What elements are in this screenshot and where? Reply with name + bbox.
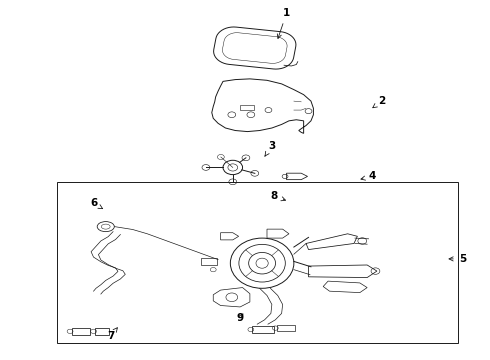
Text: 5: 5 [449,254,466,264]
Text: 4: 4 [361,171,376,181]
Text: 7: 7 [107,328,118,341]
Text: 9: 9 [237,313,244,323]
Bar [277,325,295,331]
Bar [57,182,458,343]
Bar [252,326,274,333]
Text: 2: 2 [373,96,386,108]
Text: 1: 1 [277,8,290,39]
Text: 8: 8 [270,191,286,201]
Bar [201,258,217,265]
Bar [95,328,109,335]
Text: 3: 3 [265,141,275,156]
Bar [72,328,90,335]
Text: 6: 6 [90,198,102,209]
Bar [240,105,254,110]
